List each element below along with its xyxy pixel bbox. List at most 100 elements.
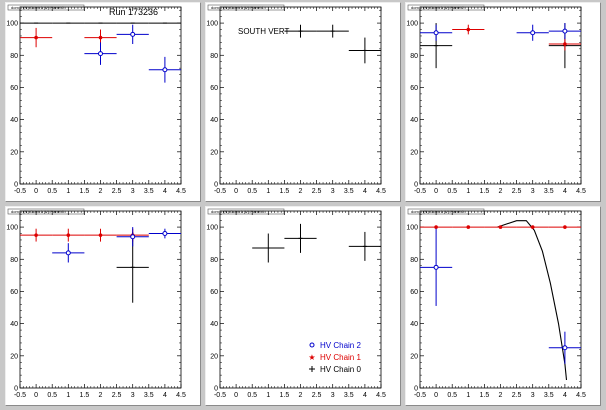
x-tick-label: 2 — [499, 392, 503, 399]
x-tick-label: 2.5 — [112, 392, 122, 399]
plot-pad-1: dom 0 (N) Octnt 1 (V) Panel 0 -0.5 0 0.5 1 1.… — [5, 2, 201, 202]
y-tick-label: 40 — [410, 117, 418, 124]
x-tick-label: -0.5 — [214, 188, 226, 195]
x-tick-label: -0.5 — [14, 188, 26, 195]
data-point-chain2 — [433, 30, 439, 36]
x-tick-label: 4 — [363, 392, 367, 399]
x-tick-label: 4.5 — [576, 188, 586, 195]
x-tick-label: 1.5 — [480, 188, 490, 195]
south-vert-label: SOUTH VERT — [238, 27, 290, 36]
x-tick-label: 4 — [163, 188, 167, 195]
x-tick-label: 0.5 — [247, 392, 257, 399]
y-tick-label: 60 — [410, 289, 418, 296]
data-point-chain2 — [130, 234, 136, 240]
data-point-chain2 — [65, 250, 71, 256]
data-point-chain2 — [562, 345, 568, 351]
x-tick-label: -0.5 — [14, 392, 26, 399]
data-point-chain1 — [466, 27, 471, 32]
legend-marker-star: ★ — [308, 353, 315, 362]
x-tick-label: 3 — [331, 392, 335, 399]
x-tick-label: 3 — [131, 188, 135, 195]
y-tick-label: 40 — [10, 117, 18, 124]
plot-pad-4: dom 0 (N) Octnt 1 (V) Panel 3 -0.5 0 0.5 1 1.… — [5, 206, 201, 406]
plot-frame — [419, 210, 582, 389]
y-tick-label: 0 — [14, 386, 18, 393]
x-tick-label: 0 — [434, 392, 438, 399]
pad-title: dom 0 (N) Octnt 1 (V) Panel 4 — [211, 209, 265, 214]
y-tick-label: 80 — [210, 53, 218, 60]
data-point-chain2 — [98, 51, 103, 57]
x-tick-label: 3.5 — [344, 392, 354, 399]
data-point-chain2 — [530, 30, 536, 36]
x-tick-label: 0.5 — [47, 188, 57, 195]
x-tick-label: 1.5 — [280, 392, 290, 399]
y-tick-label: 0 — [414, 386, 418, 393]
x-tick-label: 4.5 — [576, 392, 586, 399]
pad-title: dom 0 (N) Octnt 1 (V) Panel 3 — [11, 209, 65, 214]
data-point-chain1 — [530, 225, 535, 229]
y-tick-label: 60 — [410, 85, 418, 92]
data-point-chain2 — [433, 264, 439, 270]
x-tick-label: 2 — [99, 392, 103, 399]
data-point-chain2 — [162, 67, 168, 73]
data-point-chain1 — [98, 233, 103, 237]
y-tick-label: 80 — [10, 257, 18, 264]
x-tick-label: 2.5 — [512, 188, 522, 195]
x-tick-label: 2 — [299, 188, 303, 195]
x-tick-label: 3 — [131, 392, 135, 399]
plot-pad-3: dom 0 (N) Octnt 1 (V) Panel 2 -0.5 0 0.5 1 1.… — [405, 2, 601, 202]
y-tick-label: 20 — [10, 149, 18, 156]
y-tick-label: 100 — [6, 21, 18, 28]
y-tick-label: 60 — [10, 289, 18, 296]
y-tick-label: 40 — [210, 117, 218, 124]
plot-pad-2: dom 0 (N) Octnt 1 (V) Panel 1 -0.5 0 0.5 1 1.… — [205, 2, 401, 202]
y-tick-label: 100 — [6, 225, 18, 232]
x-tick-label: 0 — [234, 392, 238, 399]
x-tick-label: 2.5 — [312, 392, 322, 399]
y-tick-label: 20 — [410, 149, 418, 156]
y-tick-label: 40 — [10, 321, 18, 328]
data-point-chain1 — [563, 225, 567, 229]
y-tick-label: 0 — [214, 182, 218, 189]
pad-title: dom 0 (N) Octnt 1 (V) Panel 1 — [211, 5, 265, 10]
pad-title: dom 0 (N) Octnt 1 (V) Panel 0 — [11, 5, 65, 10]
x-tick-label: 1 — [466, 392, 470, 399]
x-tick-label: 1 — [66, 392, 70, 399]
data-point-chain2 — [562, 28, 568, 34]
x-tick-label: 0 — [434, 188, 438, 195]
x-tick-label: 0.5 — [447, 392, 457, 399]
plot-svg-3: dom 0 (N) Octnt 1 (V) Panel 2-0.5 0 0.5 1 1.… — [406, 4, 586, 195]
y-tick-label: 20 — [210, 353, 218, 360]
x-tick-label: 3.5 — [144, 188, 154, 195]
data-point-chain1 — [466, 225, 471, 229]
x-tick-label: 4 — [563, 392, 567, 399]
y-tick-label: 20 — [10, 353, 18, 360]
data-point-chain1 — [66, 233, 71, 237]
x-tick-label: 3.5 — [544, 392, 554, 399]
plot-svg-4: dom 0 (N) Octnt 1 (V) Panel 3-0.5 0 0.5 1 1.… — [6, 208, 186, 399]
x-tick-label: 2.5 — [312, 188, 322, 195]
data-point-chain2 — [162, 231, 168, 237]
y-tick-label: 60 — [210, 289, 218, 296]
x-tick-label: -0.5 — [414, 392, 426, 399]
x-tick-label: 0 — [34, 392, 38, 399]
x-tick-label: 1 — [66, 188, 70, 195]
x-tick-label: 1 — [266, 392, 270, 399]
x-tick-label: 0 — [234, 188, 238, 195]
plot-pad-6: dom 0 (N) Octnt 1 (V) Panel 5 -0.5 0 0.5 1 1.… — [405, 206, 601, 406]
legend-label: HV Chain 1 — [320, 353, 361, 362]
x-tick-label: 1 — [466, 188, 470, 195]
plot-frame — [419, 6, 582, 185]
y-tick-label: 80 — [410, 257, 418, 264]
y-tick-label: 100 — [206, 21, 218, 28]
x-tick-label: 3.5 — [144, 392, 154, 399]
data-point-chain1 — [563, 42, 567, 46]
y-tick-label: 20 — [210, 149, 218, 156]
plot-svg-6: dom 0 (N) Octnt 1 (V) Panel 5-0.5 0 0.5 1 1.… — [406, 208, 586, 399]
data-point-chain1 — [434, 225, 438, 229]
plot-svg-2: dom 0 (N) Octnt 1 (V) Panel 1-0.5 0 0.5 1 1.… — [206, 4, 386, 195]
data-point-chain1 — [98, 35, 103, 40]
x-tick-label: 1 — [266, 188, 270, 195]
y-tick-label: 20 — [410, 353, 418, 360]
x-tick-label: 4.5 — [376, 188, 386, 195]
